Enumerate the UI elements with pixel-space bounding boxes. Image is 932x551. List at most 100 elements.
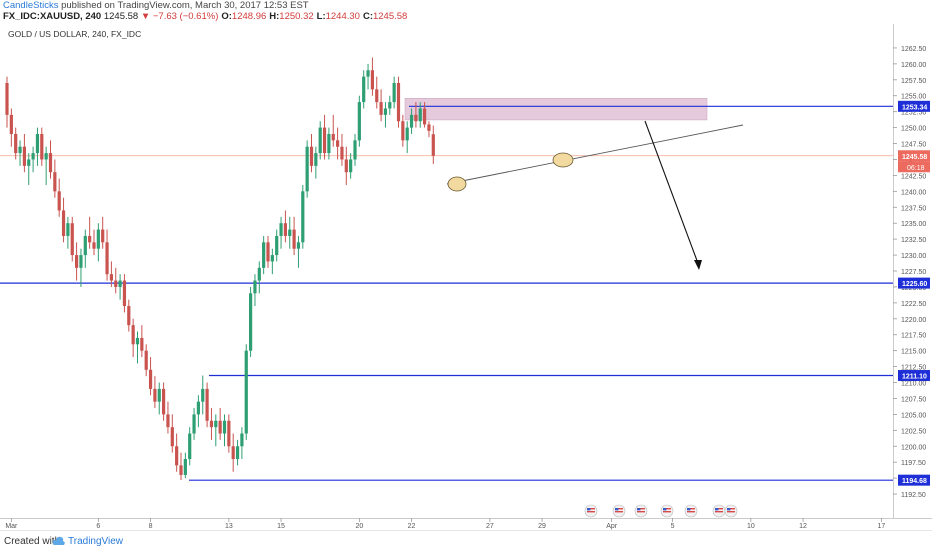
publish-text: published on TradingView.com, March 30, … <box>58 0 309 11</box>
candle-body <box>253 280 257 294</box>
candle-body <box>401 121 405 141</box>
candle <box>66 216 70 249</box>
candle-body <box>162 388 166 415</box>
candle <box>205 382 209 428</box>
x-tick-label: 6 <box>96 523 100 530</box>
candle-body <box>170 427 174 447</box>
created-with-text: Created with <box>4 536 61 547</box>
candle <box>270 248 274 275</box>
candle-body <box>53 172 57 192</box>
candle <box>318 121 322 160</box>
countdown-label <box>898 161 930 173</box>
us-event-flag-icon[interactable] <box>612 504 626 518</box>
y-tick-label: 1197.50 <box>901 460 926 467</box>
candle-body <box>192 414 196 434</box>
tradingview-cloud-icon <box>52 536 65 545</box>
candle <box>296 235 301 268</box>
candle-body <box>188 433 192 460</box>
candle <box>31 146 35 173</box>
candle-body <box>231 446 235 460</box>
price-axis-label <box>898 277 930 289</box>
y-tick-label: 1227.50 <box>901 269 926 276</box>
price-chart[interactable]: GOLD / US DOLLAR, 240, FX_IDC 1262.50126… <box>0 24 932 530</box>
retest-marker-ellipse[interactable] <box>552 152 574 168</box>
author-link[interactable]: CandleSticks <box>3 0 59 11</box>
arrow-line[interactable] <box>644 120 700 267</box>
candle-body <box>409 114 414 128</box>
y-tick-label: 1257.50 <box>901 78 926 85</box>
us-event-flag-icon[interactable] <box>712 504 726 518</box>
candle <box>162 382 166 421</box>
candle-body <box>340 146 344 160</box>
candle <box>114 267 118 294</box>
candle-body <box>396 82 401 122</box>
tradingview-link[interactable]: TradingView <box>68 536 124 547</box>
y-tick-label: 1212.50 <box>901 365 926 372</box>
candle-body <box>92 242 96 249</box>
candle <box>366 63 370 90</box>
x-tick-label: 29 <box>538 523 546 530</box>
candle <box>96 223 100 262</box>
candle <box>262 235 266 275</box>
us-event-flag-icon[interactable] <box>584 504 598 518</box>
candle <box>414 102 418 128</box>
candle <box>409 108 414 134</box>
candle <box>240 427 244 460</box>
y-tick-label: 1262.50 <box>901 46 926 53</box>
candle-body <box>392 82 396 103</box>
candle-body <box>153 388 157 402</box>
candle-body <box>205 388 209 421</box>
candle <box>427 121 431 138</box>
candle <box>375 76 379 109</box>
candle-body <box>109 274 113 281</box>
candle-body <box>183 459 187 475</box>
candle-body <box>379 102 383 115</box>
us-event-flag-icon[interactable] <box>724 504 738 518</box>
candle-body <box>370 70 374 90</box>
x-tick-label: Apr <box>606 523 618 530</box>
candle-body <box>344 159 348 173</box>
candle-body <box>66 223 70 236</box>
low-marker-ellipse[interactable] <box>447 176 467 192</box>
candle <box>88 216 92 249</box>
candle <box>349 153 353 179</box>
x-tick-label: 17 <box>877 523 885 530</box>
candle-body <box>249 293 253 351</box>
candle-body <box>275 235 279 256</box>
footer-bar: Created with TradingView <box>0 530 932 551</box>
candle-body <box>227 420 231 447</box>
y-tick-label: 1247.50 <box>901 142 926 149</box>
price-axis-label-text: 1225.60 <box>902 281 927 288</box>
candle <box>144 344 148 377</box>
candle <box>253 274 257 307</box>
candle-body <box>201 388 205 402</box>
us-event-flag-icon[interactable] <box>634 504 648 518</box>
candle <box>131 318 135 358</box>
price-axis-label <box>898 474 930 486</box>
candle <box>309 133 314 173</box>
chart-title: GOLD / US DOLLAR, 240, FX_IDC <box>8 29 141 39</box>
candle-body <box>279 223 283 236</box>
candle-body <box>88 235 92 243</box>
y-tick-label: 1220.00 <box>901 317 926 324</box>
candle-body <box>209 420 214 428</box>
candle <box>231 433 235 472</box>
last-price: 1245.58 <box>103 11 139 22</box>
candle <box>70 216 74 262</box>
supply-zone-rect[interactable] <box>404 98 708 121</box>
candle <box>288 216 292 249</box>
candle-body <box>127 306 131 326</box>
candle <box>314 146 318 179</box>
candle <box>379 89 383 122</box>
candle <box>14 127 18 160</box>
us-event-flag-icon[interactable] <box>684 504 698 518</box>
y-tick-label: 1205.00 <box>901 412 926 419</box>
candle-body <box>257 267 261 281</box>
open-value: 1248.96 <box>231 11 267 22</box>
trendline-drawing[interactable] <box>446 124 744 185</box>
candle-body <box>283 223 287 236</box>
candle <box>292 216 296 256</box>
candle <box>166 401 170 434</box>
candle-body <box>314 153 318 166</box>
us-event-flag-icon[interactable] <box>660 504 674 518</box>
